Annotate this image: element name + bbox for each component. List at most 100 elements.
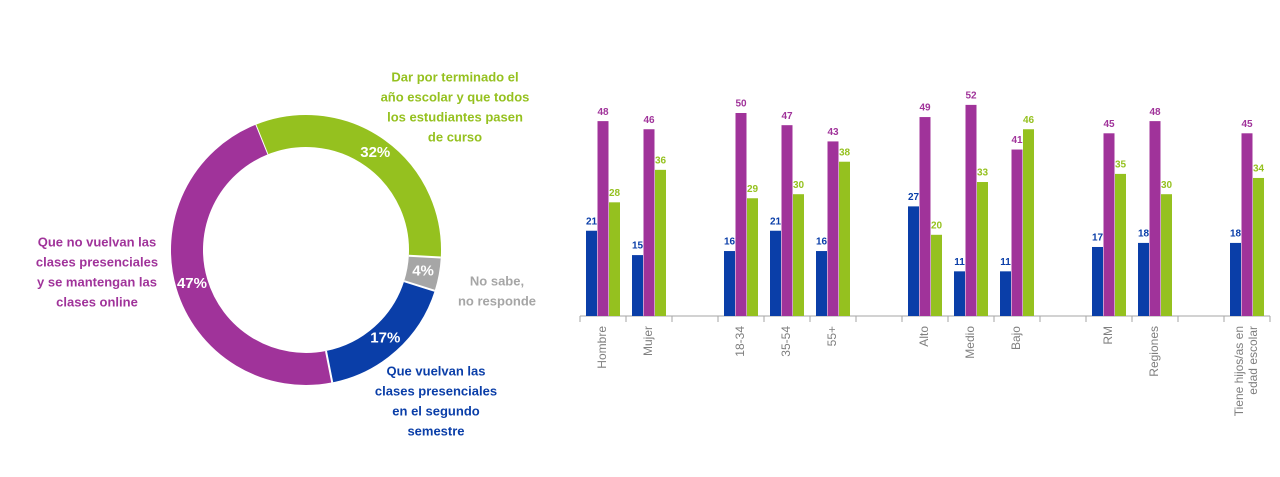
x-tick-label: Mujer [641,326,655,356]
value-label: 30 [793,180,805,191]
value-label: 17 [1092,233,1104,244]
bar [1092,246,1103,316]
value-label: 34 [1253,164,1265,175]
segment-divider [325,350,334,383]
x-tick-label: RM [1101,326,1115,345]
bar [919,117,931,316]
value-label: 48 [1149,107,1161,118]
value-label: 11 [1000,257,1011,268]
bar [643,129,655,316]
bar [1230,242,1241,316]
bar [1138,242,1149,316]
bar [770,230,781,316]
segment-label: y se mantengan las [37,274,157,289]
x-tick-label: Bajo [1009,326,1023,350]
segment-label: clases online [56,294,138,309]
bar [1115,173,1126,316]
value-label: 20 [931,220,943,231]
bar [747,198,758,316]
percent-label: 47% [177,275,207,292]
value-label: 49 [919,103,931,114]
segment-label: en el segundo [392,403,479,418]
percent-label: 4% [412,262,434,279]
bar [1253,177,1264,316]
bar [632,255,643,316]
value-label: 45 [1103,119,1115,130]
bar [586,230,597,316]
segment-label: clases presenciales [36,254,158,269]
value-label: 36 [655,155,667,166]
value-label: 46 [643,115,655,126]
donut-segment [171,124,333,385]
value-label: 45 [1241,119,1253,130]
percent-label: 17% [370,330,400,347]
bar [839,161,850,316]
x-tick-label: Medio [963,326,977,359]
donut-segment [325,280,435,383]
value-label: 27 [908,192,920,203]
value-label: 28 [609,188,621,199]
segment-divider [254,124,269,155]
segment-label: No sabe, [470,273,524,288]
value-label: 47 [781,111,793,122]
value-label: 33 [977,168,989,179]
value-label: 21 [586,216,598,227]
x-tick-label: 18-34 [733,326,747,357]
value-label: 18 [1138,229,1150,240]
value-label: 21 [770,216,782,227]
bar [1241,133,1253,316]
bar [1149,121,1161,317]
bar [954,271,965,316]
bar [1023,129,1034,316]
segment-divider [403,280,435,292]
segment-label: los estudiantes pasen [387,109,523,124]
bar [597,121,609,317]
segment-label: Que no vuelvan las [38,234,157,249]
x-tick-label: Alto [917,326,931,347]
segment-label: de curso [428,129,482,144]
value-label: 35 [1115,160,1127,171]
segment-label: año escolar y que todos [381,89,530,104]
value-label: 43 [827,127,839,138]
value-label: 18 [1230,229,1242,240]
segment-label: clases presenciales [375,383,497,398]
bar [931,234,942,316]
value-label: 16 [724,237,736,248]
value-label: 52 [965,91,977,102]
x-tick-label: Regiones [1147,326,1161,377]
value-label: 46 [1023,115,1035,126]
percent-label: 32% [360,144,390,161]
bar [655,169,666,316]
x-tick-label: Hombre [595,326,609,369]
bar [1000,271,1011,316]
value-label: 30 [1161,180,1173,191]
segment-label: Que vuelvan las [387,363,486,378]
bar [908,206,919,316]
bar [977,182,988,316]
value-label: 15 [632,241,644,252]
bar [609,202,620,316]
value-label: 38 [839,147,851,158]
bar [816,251,827,316]
value-label: 29 [747,184,759,195]
x-tick-label: 35-54 [779,326,793,357]
value-label: 16 [816,237,828,248]
segment-label: no responde [458,293,536,308]
bar [1161,194,1172,316]
bar [793,194,804,316]
value-label: 41 [1011,135,1023,146]
value-label: 48 [597,107,609,118]
bar [1103,133,1115,316]
bar [1011,149,1023,316]
bar [781,125,793,317]
bar [724,251,735,316]
x-tick-label: 55+ [825,326,839,346]
bar [735,113,747,316]
bar [965,104,977,316]
bar [827,141,839,316]
segment-label: Dar por terminado el [391,69,518,84]
segment-divider [408,254,441,259]
segment-label: semestre [407,423,464,438]
x-tick-label: Tiene hijos/as en edad escolar [1232,326,1260,416]
